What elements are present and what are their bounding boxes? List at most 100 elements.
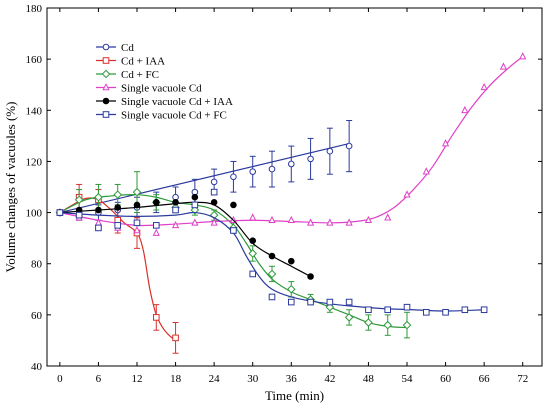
data-point — [132, 187, 142, 197]
data-point — [403, 303, 411, 311]
data-point — [133, 201, 141, 209]
x-tick-label: 66 — [479, 373, 491, 385]
data-point — [345, 298, 353, 306]
data-point — [422, 167, 430, 175]
data-point — [133, 226, 141, 234]
x-tick-label: 24 — [209, 373, 221, 385]
data-point — [56, 209, 64, 216]
series-3 — [56, 52, 527, 236]
data-point — [286, 284, 296, 294]
data-point — [345, 218, 353, 226]
y-tick-label: 80 — [31, 259, 43, 271]
data-point — [249, 168, 257, 175]
legend-marker — [102, 111, 110, 118]
data-point — [287, 298, 295, 306]
data-point — [75, 211, 83, 219]
data-point — [499, 62, 508, 70]
data-point — [326, 298, 334, 306]
data-point — [210, 199, 218, 206]
legend-marker — [102, 57, 110, 64]
x-tick-label: 18 — [170, 373, 182, 385]
data-point — [364, 215, 373, 224]
data-point — [307, 155, 314, 163]
data-point — [152, 314, 160, 321]
series-line — [59, 194, 408, 329]
x-tick-label: 48 — [363, 373, 375, 385]
legend-label: Single vacuole Cd + FC — [121, 110, 227, 122]
data-point — [480, 306, 488, 314]
data-point — [268, 165, 276, 173]
x-tick-label: 36 — [286, 373, 298, 385]
y-tick-label: 120 — [26, 156, 43, 168]
data-point — [95, 206, 102, 214]
x-tick-label: 12 — [132, 373, 143, 385]
data-point — [268, 293, 276, 301]
x-tick-label: 0 — [57, 373, 63, 385]
data-point — [461, 105, 469, 114]
data-point — [461, 306, 469, 314]
x-axis-label: Time (min) — [265, 388, 324, 403]
data-point — [306, 218, 315, 226]
legend-marker — [102, 83, 110, 91]
data-point — [287, 160, 295, 168]
data-point — [172, 199, 179, 206]
data-point — [326, 147, 334, 155]
legend-marker — [101, 69, 111, 79]
data-point — [441, 139, 450, 147]
legend-label: Cd + FC — [121, 69, 159, 81]
data-point — [172, 334, 179, 342]
plot-frame — [46, 7, 543, 367]
data-point — [210, 188, 218, 196]
data-point — [365, 306, 372, 314]
legend-label: Cd + IAA — [121, 56, 165, 68]
y-tick-label: 40 — [31, 361, 43, 373]
data-point — [249, 213, 257, 221]
legend-marker — [102, 97, 110, 105]
data-point — [114, 222, 122, 229]
data-point — [191, 201, 199, 209]
data-point — [152, 222, 160, 229]
data-point — [210, 218, 218, 226]
data-point — [402, 320, 412, 330]
data-point — [287, 257, 295, 265]
data-point — [383, 320, 393, 330]
data-point — [249, 237, 257, 244]
data-point — [191, 193, 199, 201]
data-point — [152, 199, 160, 206]
data-point — [113, 190, 123, 199]
data-point — [480, 82, 488, 91]
data-point — [384, 306, 392, 314]
data-point — [230, 201, 237, 209]
data-point — [191, 218, 199, 226]
data-point — [152, 228, 160, 236]
x-tick-label: 42 — [324, 373, 335, 385]
data-point — [268, 215, 276, 224]
data-point — [325, 302, 335, 312]
data-point — [171, 220, 180, 229]
data-point — [210, 178, 218, 186]
data-point — [74, 195, 84, 205]
x-tick-label: 30 — [247, 373, 259, 385]
data-point — [114, 204, 122, 211]
y-tick-label: 180 — [26, 3, 43, 15]
data-point — [133, 219, 141, 227]
x-tick-label: 72 — [517, 373, 528, 385]
data-point — [403, 190, 411, 198]
series-line — [59, 142, 350, 214]
y-axis-label: Volume changes of vacuoles (%) — [3, 102, 18, 273]
series-4 — [56, 193, 314, 280]
data-point — [345, 142, 353, 150]
series-line — [59, 56, 524, 227]
data-point — [307, 273, 314, 280]
data-point — [95, 224, 102, 232]
y-tick-label: 160 — [26, 54, 43, 66]
x-tick-label: 60 — [440, 373, 452, 385]
legend-label: Cd — [121, 42, 134, 54]
data-point — [326, 218, 334, 226]
series-0 — [56, 120, 353, 221]
data-point — [249, 270, 257, 278]
series-2 — [55, 171, 412, 339]
